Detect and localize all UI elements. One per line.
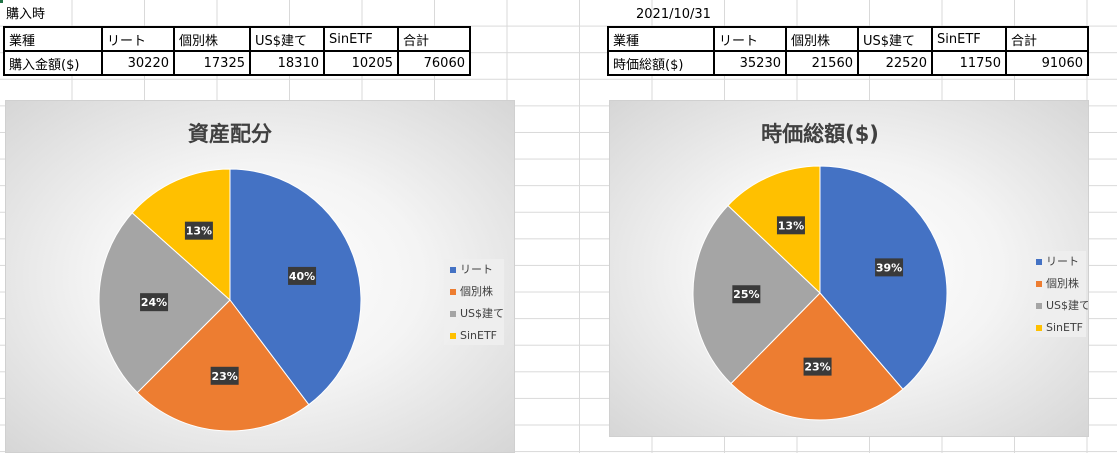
legend-label: 個別株	[1046, 276, 1079, 290]
legend-entry-individual-stock[interactable]: 個別株	[1036, 276, 1079, 290]
header-cell[interactable]: リート	[713, 26, 787, 52]
legend-label: SinETF	[460, 329, 497, 342]
pie-slices	[98, 168, 362, 432]
pie-slice-sinetf[interactable]	[131, 168, 231, 302]
value-cell[interactable]: 17325	[173, 50, 251, 76]
legend-label: SinETF	[1046, 321, 1083, 334]
header-cell[interactable]: 業種	[3, 26, 103, 52]
legend-entry-usd[interactable]: US$建て	[1036, 298, 1088, 312]
legend-swatch	[450, 311, 456, 317]
header-cell[interactable]: US$建て	[249, 26, 325, 52]
purchase-table: 業種 リート 個別株 US$建て SinETF 合計 購入金額($) 30220…	[3, 26, 471, 76]
value-cell[interactable]: 22520	[857, 50, 933, 76]
legend-label: リート	[460, 263, 493, 276]
row-label-cell[interactable]: 購入金額($)	[3, 50, 103, 76]
legend-swatch	[1036, 325, 1042, 331]
data-label-reit: 40%	[288, 266, 317, 285]
data-label-sinetf: 13%	[776, 216, 805, 235]
header-cell[interactable]: 個別株	[785, 26, 859, 52]
purchase-value-row: 購入金額($) 30220 17325 18310 10205 76060	[3, 50, 471, 76]
legend-entry-reit[interactable]: リート	[1036, 255, 1079, 268]
legend-entry-reit[interactable]: リート	[450, 263, 493, 276]
legend-entry-sinetf[interactable]: SinETF	[450, 329, 497, 342]
data-labels: 39% 23% 25% 13%	[732, 216, 904, 376]
legend-label: US$建て	[460, 306, 504, 320]
legend-label: 個別株	[460, 284, 493, 298]
legend-swatch	[450, 333, 456, 339]
svg-text:39%: 39%	[876, 261, 902, 274]
header-cell[interactable]: 個別株	[173, 26, 251, 52]
value-cell[interactable]: 35230	[713, 50, 787, 76]
legend-swatch	[1036, 259, 1042, 265]
purchase-header-row: 業種 リート 個別株 US$建て SinETF 合計	[3, 26, 471, 52]
legend-label: US$建て	[1046, 298, 1088, 312]
chart-title: 時価総額($)	[761, 122, 879, 146]
svg-text:13%: 13%	[778, 219, 804, 232]
value-cell[interactable]: 76060	[397, 50, 471, 76]
value-cell[interactable]: 10205	[323, 50, 399, 76]
row-label-cell[interactable]: 時価総額($)	[607, 50, 715, 76]
data-label-reit: 39%	[875, 258, 904, 277]
chart-title: 資産配分	[188, 122, 272, 146]
pie-slices	[692, 165, 948, 421]
value-cell[interactable]: 11750	[931, 50, 1007, 76]
value-cell[interactable]: 91060	[1005, 50, 1089, 76]
svg-text:23%: 23%	[804, 361, 830, 374]
value-cell[interactable]: 21560	[785, 50, 859, 76]
left-header-cell[interactable]: 購入時	[6, 7, 46, 22]
value-cell[interactable]: 30220	[101, 50, 175, 76]
header-cell[interactable]: SinETF	[323, 26, 399, 52]
asset-allocation-chart[interactable]: 資産配分 40% 23% 24% 13% リート個別株 US$建て SinETF	[5, 100, 515, 453]
data-label-usd: 25%	[732, 285, 761, 304]
legend-swatch	[450, 267, 456, 273]
header-cell[interactable]: 合計	[1005, 26, 1089, 52]
data-label-individual-stock: 23%	[803, 357, 832, 376]
legend-swatch	[450, 289, 456, 295]
legend-entry-individual-stock[interactable]: 個別株	[450, 284, 493, 298]
pie-slice-sinetf[interactable]	[727, 165, 821, 295]
pie-slice-reit[interactable]	[819, 165, 948, 390]
pie-slice-reit[interactable]	[229, 168, 362, 406]
header-cell[interactable]: 業種	[607, 26, 715, 52]
right-header-cell[interactable]: 2021/10/31	[636, 7, 711, 22]
value-cell[interactable]: 18310	[249, 50, 325, 76]
svg-text:40%: 40%	[289, 270, 315, 283]
legend-entry-sinetf[interactable]: SinETF	[1036, 321, 1083, 334]
pie-slice-individual-stock[interactable]	[730, 292, 904, 421]
svg-text:23%: 23%	[211, 370, 237, 383]
legend-box	[1030, 251, 1086, 337]
legend-label: リート	[1046, 255, 1079, 268]
legend-box	[444, 259, 504, 345]
svg-text:24%: 24%	[141, 296, 167, 309]
market-value-chart[interactable]: 時価総額($) 39% 23% 25% 13% リート個別株 US$建て SinETF	[609, 100, 1089, 437]
data-label-individual-stock: 23%	[210, 366, 239, 385]
svg-text:13%: 13%	[186, 225, 212, 238]
header-cell[interactable]: SinETF	[931, 26, 1007, 52]
pie-slice-individual-stock[interactable]	[136, 299, 310, 432]
header-cell[interactable]: US$建て	[857, 26, 933, 52]
svg-text:25%: 25%	[733, 288, 759, 301]
market-table: 業種 リート 個別株 US$建て SinETF 合計 時価総額($) 35230…	[607, 26, 1089, 76]
header-cell[interactable]: リート	[101, 26, 175, 52]
legend-entry-usd[interactable]: US$建て	[450, 306, 504, 320]
cell-selection-marker	[0, 0, 3, 3]
data-label-usd: 24%	[140, 293, 169, 312]
legend-swatch	[1036, 303, 1042, 309]
data-labels: 40% 23% 24% 13%	[140, 221, 317, 385]
data-label-sinetf: 13%	[184, 221, 213, 240]
header-cell[interactable]: 合計	[397, 26, 471, 52]
market-value-row: 時価総額($) 35230 21560 22520 11750 91060	[607, 50, 1089, 76]
market-header-row: 業種 リート 個別株 US$建て SinETF 合計	[607, 26, 1089, 52]
legend-swatch	[1036, 281, 1042, 287]
